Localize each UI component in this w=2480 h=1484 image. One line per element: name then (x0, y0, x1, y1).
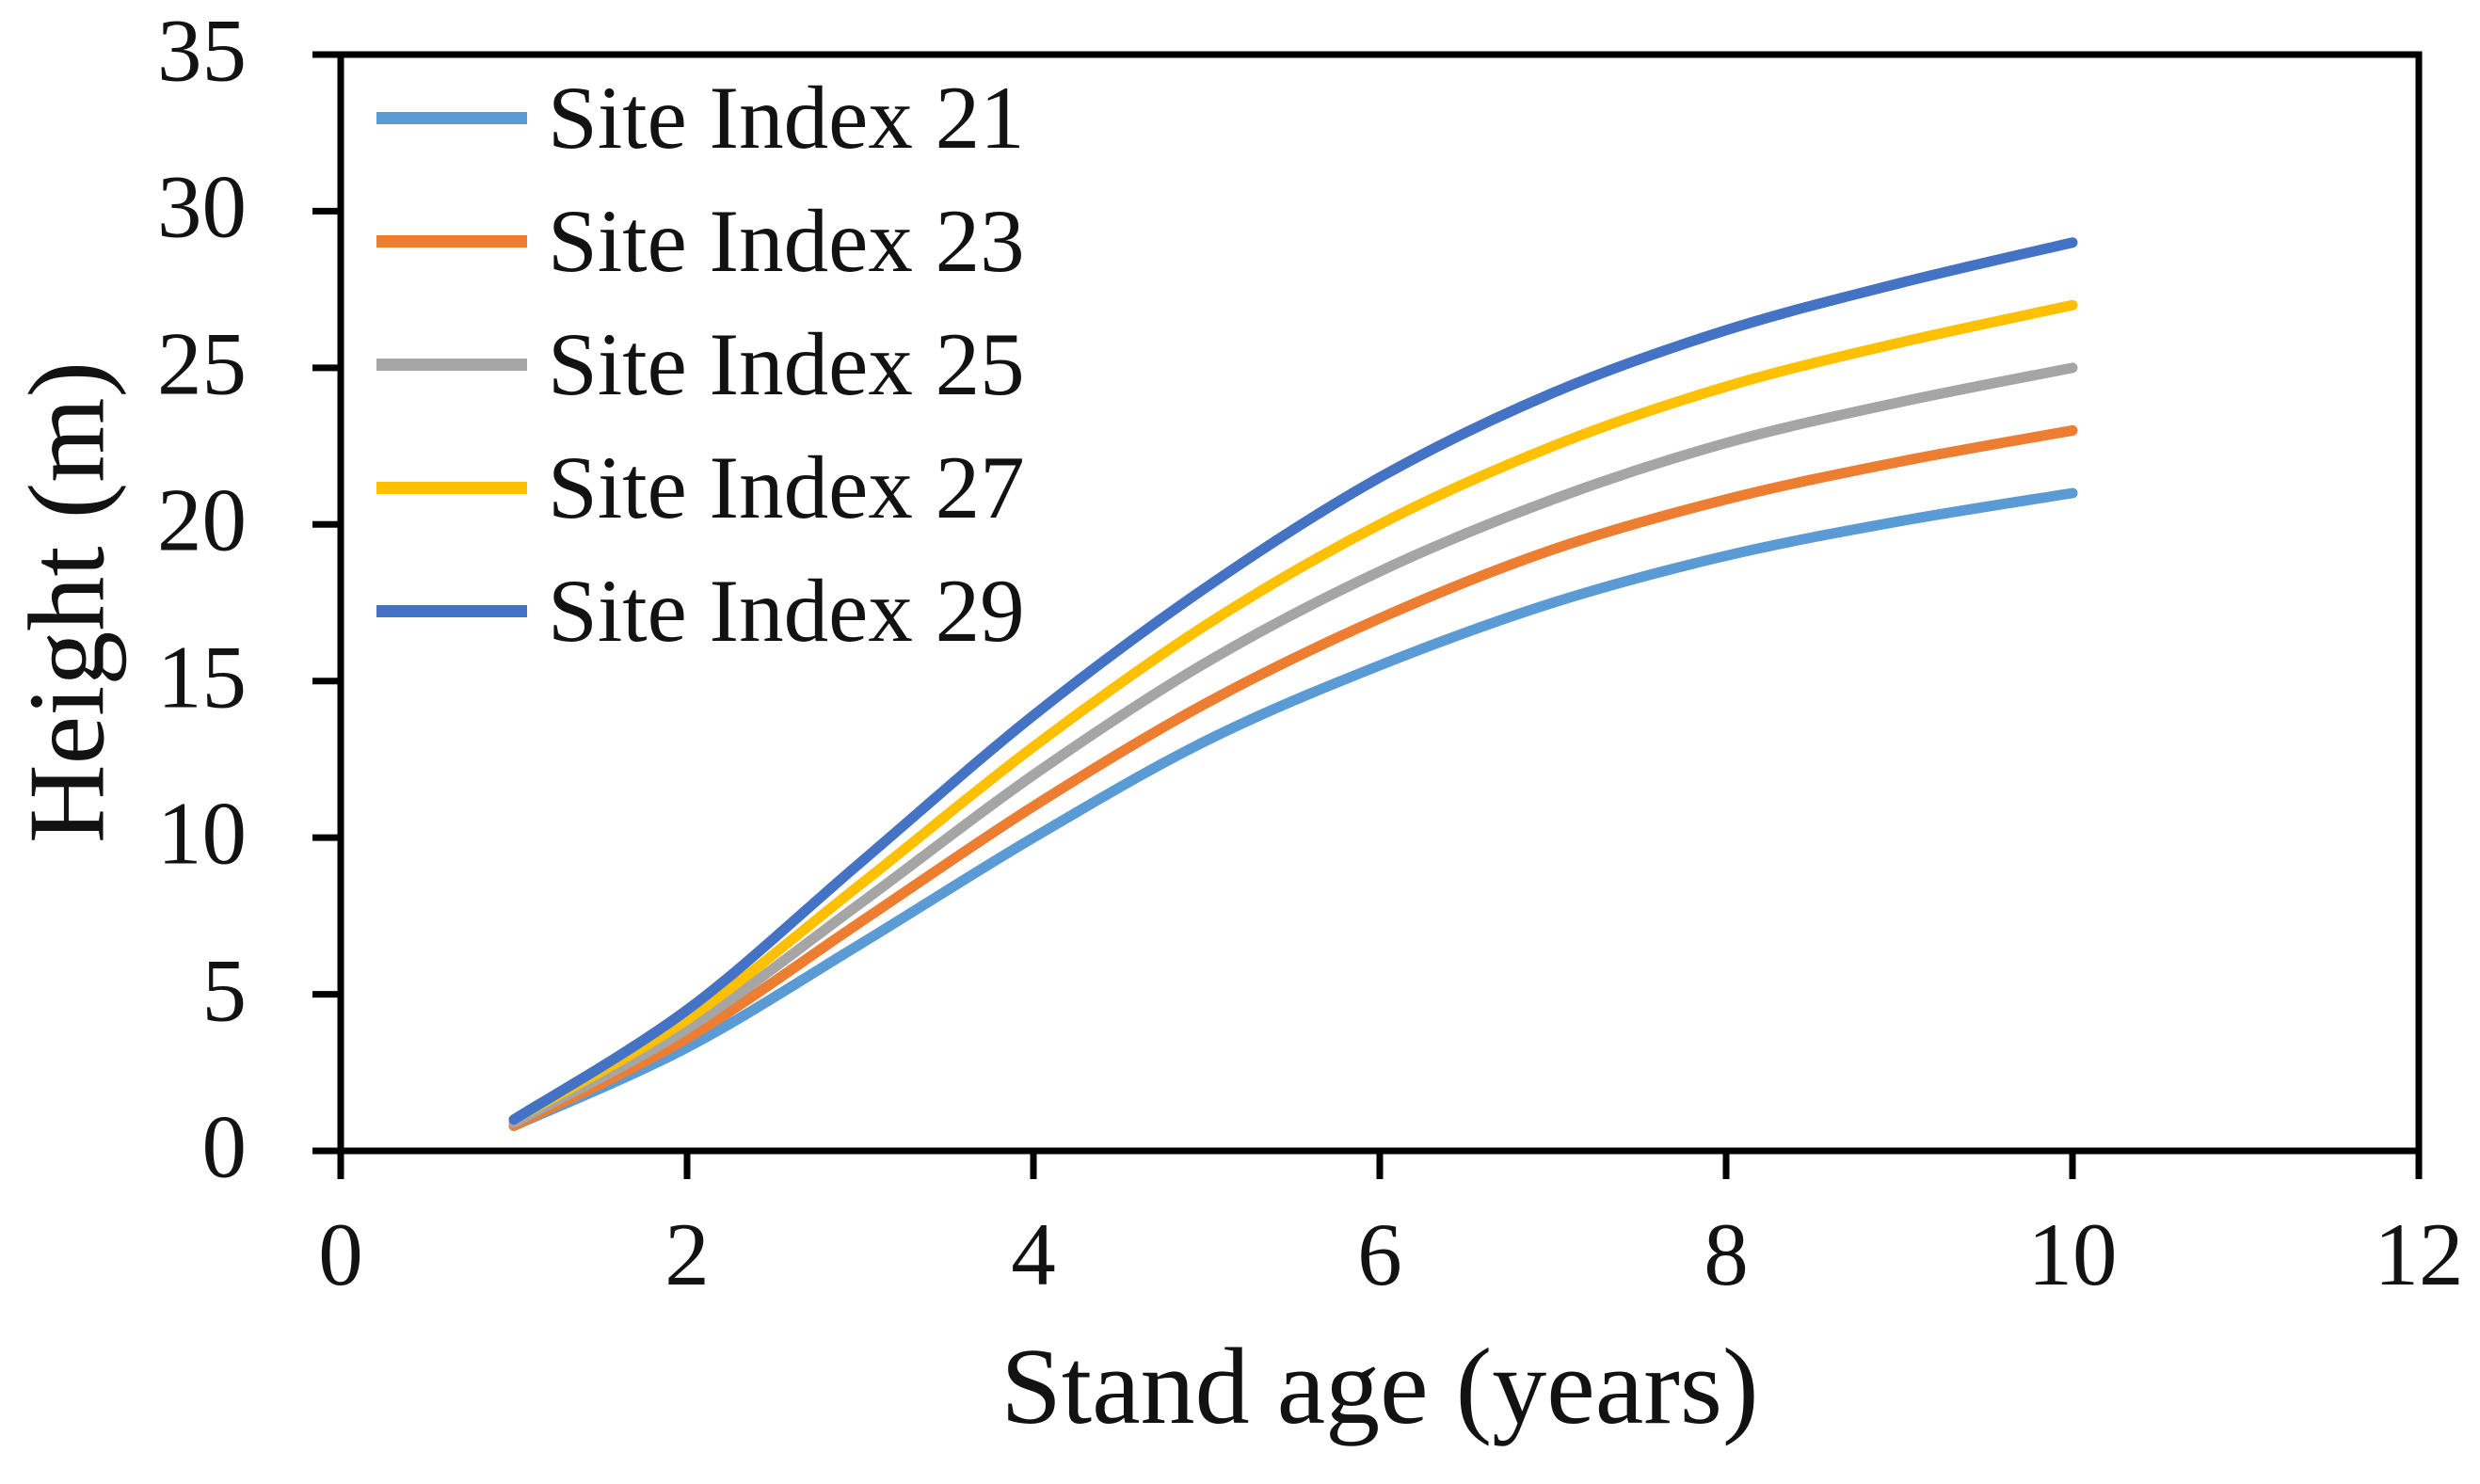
x-tick-label: 12 (2374, 1205, 2464, 1304)
y-tick-label: 20 (157, 470, 247, 570)
series-line-site-index-25 (508, 362, 2078, 1128)
x-axis-title: Stand age (years) (1000, 1327, 1759, 1447)
x-tick-label: 6 (1357, 1205, 1402, 1304)
legend-label: Site Index 27 (548, 438, 1025, 537)
legend-line-swatch (376, 111, 527, 124)
y-tick-label: 30 (157, 157, 247, 258)
legend-item: Site Index 29 (376, 559, 1025, 662)
x-tick-label: 4 (1011, 1205, 1056, 1304)
x-tick-label: 8 (1704, 1205, 1749, 1304)
series-line-site-index-23 (508, 424, 2078, 1131)
legend-line-swatch (376, 358, 527, 371)
legend-line-swatch (376, 604, 527, 617)
y-tick-label: 10 (157, 783, 247, 884)
x-tick-label: 2 (664, 1205, 710, 1304)
legend-label: Site Index 23 (548, 191, 1025, 291)
series-line-site-index-29 (508, 237, 2078, 1125)
series-line-site-index-27 (508, 299, 2078, 1125)
legend-item: Site Index 23 (376, 189, 1025, 293)
legend-label: Site Index 25 (548, 314, 1025, 414)
legend-item: Site Index 25 (376, 312, 1025, 416)
x-tick-label: 0 (318, 1205, 363, 1304)
y-tick-label: 15 (157, 627, 247, 727)
legend-line-swatch (376, 481, 527, 494)
y-tick-label: 0 (201, 1096, 248, 1197)
y-tick-label: 25 (157, 313, 247, 414)
legend-item: Site Index 21 (376, 66, 1025, 169)
series-line-site-index-21 (508, 487, 2078, 1131)
y-tick-label: 35 (157, 0, 247, 101)
x-tick-label: 10 (2027, 1205, 2118, 1304)
legend: Site Index 21 Site Index 23 Site Index 25 S… (376, 0, 1129, 715)
y-tick-label: 5 (201, 940, 248, 1041)
legend-item: Site Index 27 (376, 436, 1025, 539)
legend-line-swatch (376, 234, 527, 247)
legend-label: Site Index 29 (548, 561, 1025, 661)
y-axis-title: Height (m) (7, 360, 128, 844)
legend-label: Site Index 21 (548, 68, 1025, 168)
